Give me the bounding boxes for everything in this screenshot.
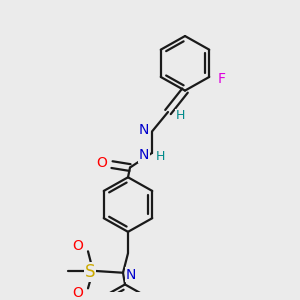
Text: H: H xyxy=(175,110,185,122)
Text: O: O xyxy=(97,156,107,170)
Text: O: O xyxy=(73,239,83,254)
Text: F: F xyxy=(217,72,225,86)
Text: O: O xyxy=(73,286,83,300)
Text: N: N xyxy=(139,123,149,136)
Text: N: N xyxy=(126,268,136,282)
Text: N: N xyxy=(139,148,149,162)
Text: S: S xyxy=(85,263,95,281)
Text: H: H xyxy=(155,150,165,163)
